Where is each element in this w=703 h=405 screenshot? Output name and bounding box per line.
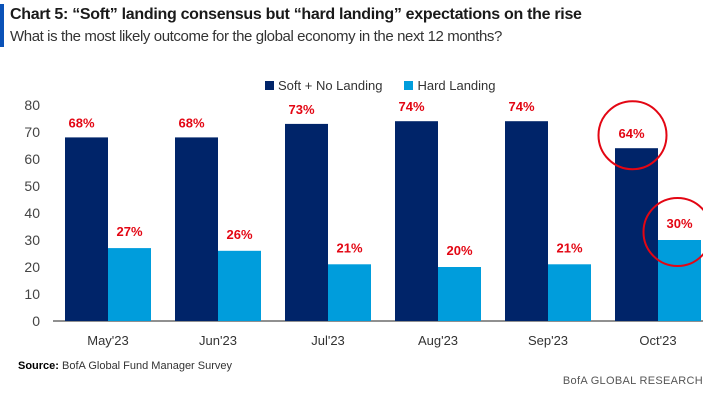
data-label: 68% [178, 115, 204, 130]
bar-soft-landing [505, 121, 548, 321]
x-tick-label: Jun'23 [199, 333, 237, 348]
y-tick-label: 30 [24, 232, 40, 248]
legend-item-soft: Soft + No Landing [265, 78, 382, 93]
source-text: BofA Global Fund Manager Survey [62, 360, 233, 372]
bar-hard-landing [328, 264, 371, 321]
data-label: 68% [68, 115, 94, 130]
source-label: Source: [18, 360, 59, 372]
data-label: 30% [666, 216, 692, 231]
data-label: 21% [336, 240, 362, 255]
legend-label-soft: Soft + No Landing [278, 78, 383, 93]
chart-title: Chart 5: “Soft” landing consensus but “h… [10, 6, 582, 23]
legend-item-hard: Hard Landing [404, 78, 496, 93]
y-tick-label: 20 [24, 259, 40, 275]
bar-hard-landing [438, 267, 481, 321]
y-tick-label: 80 [24, 97, 40, 113]
annotation-circle-soft [597, 100, 668, 171]
y-tick-label: 0 [32, 313, 40, 329]
bar-soft-landing [65, 137, 108, 321]
bar-soft-landing [615, 148, 658, 321]
x-tick-label: May'23 [87, 333, 129, 348]
bar-hard-landing [108, 248, 151, 321]
bar-soft-landing [285, 123, 328, 322]
legend-label-hard: Hard Landing [417, 78, 496, 93]
source-note: Source: BofA Global Fund Manager Survey [18, 360, 232, 372]
y-tick-label: 50 [24, 178, 40, 194]
data-label: 74% [508, 99, 534, 114]
legend-swatch-soft [265, 81, 274, 90]
bar-hard-landing [658, 240, 701, 321]
y-tick-label: 70 [24, 124, 40, 140]
y-tick-label: 60 [24, 151, 40, 167]
bar-hard-landing [548, 264, 591, 321]
data-label: 73% [288, 102, 314, 117]
brand-label: BofA GLOBAL RESEARCH [562, 375, 703, 387]
annotation-circle-hard [642, 197, 703, 267]
x-tick-label: Aug'23 [418, 333, 458, 348]
data-label: 74% [398, 99, 424, 114]
data-label: 21% [556, 240, 582, 255]
data-label: 20% [446, 243, 472, 258]
x-tick-label: Jul'23 [311, 333, 345, 348]
data-label: 27% [116, 224, 142, 239]
chart-subtitle: What is the most likely outcome for the … [10, 28, 502, 45]
bar-hard-landing [218, 250, 261, 321]
legend: Soft + No Landing Hard Landing [265, 78, 496, 93]
x-tick-label: Oct'23 [639, 333, 676, 348]
data-label: 26% [226, 227, 252, 242]
x-tick-label: Sep'23 [528, 333, 568, 348]
y-tick-label: 40 [24, 205, 40, 221]
y-tick-label: 10 [24, 286, 40, 302]
legend-swatch-hard [404, 81, 414, 90]
bar-soft-landing [395, 121, 438, 321]
title-accent-bar [0, 4, 4, 47]
data-label: 64% [618, 126, 644, 141]
bar-soft-landing [175, 137, 218, 321]
